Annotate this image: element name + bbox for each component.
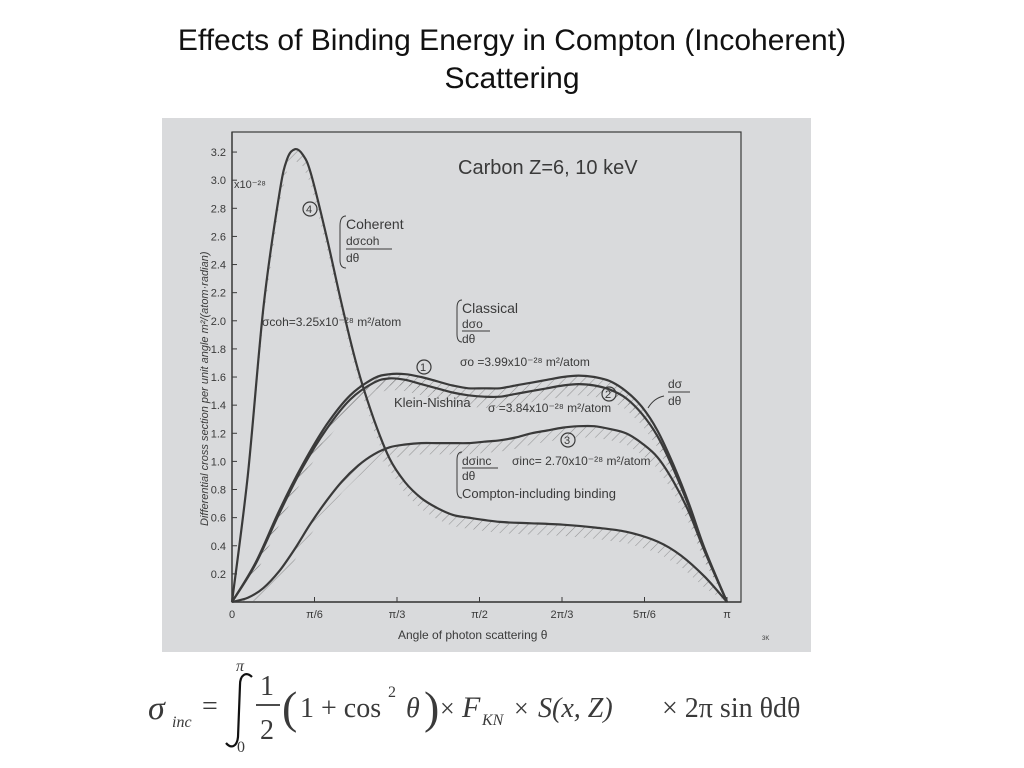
series-marker-2-label: 2 — [605, 389, 611, 401]
formula-equals: = — [202, 691, 218, 722]
classical-total: σo =3.99x10⁻²⁸ m²/atom — [460, 355, 590, 369]
formula-times-2: × — [514, 694, 529, 723]
y-scale-note: x10⁻²⁸ — [234, 179, 266, 191]
y-axis-label: Differential cross section per unit angl… — [199, 251, 211, 526]
side-deriv-num: dσ — [668, 377, 683, 391]
y-tick-label: 2.4 — [211, 260, 226, 272]
inc-deriv-den: dθ — [462, 469, 476, 483]
hatching-shading — [232, 149, 727, 602]
series-marker-1: 1 — [416, 359, 432, 375]
classical-deriv-num: dσo — [462, 317, 483, 331]
slide-title-line-1: Effects of Binding Energy in Compton (In… — [177, 24, 847, 57]
coherent-total: σcoh=3.25x10⁻²⁸ m²/atom — [262, 315, 401, 329]
x-tick-label: 2π/3 — [551, 609, 574, 621]
slide-title-line-2: Scattering — [444, 62, 580, 95]
coherent-label: Coherent — [346, 216, 404, 232]
x-axis-label: Angle of photon scattering θ — [398, 628, 548, 642]
classical-deriv-den: dθ — [462, 332, 476, 346]
side-deriv-den: dθ — [668, 394, 682, 408]
x-tick-label: 0 — [229, 609, 235, 621]
formula-frac-den: 2 — [260, 715, 274, 746]
y-tick-label: 3.2 — [211, 147, 226, 159]
coherent-deriv-num: dσcoh — [346, 234, 379, 248]
inc-total: σinc= 2.70x10⁻²⁸ m²/atom — [512, 454, 651, 468]
klein-nishina-total: σ =3.84x10⁻²⁸ m²/atom — [488, 401, 611, 415]
curve-klein-nishina — [231, 377, 729, 603]
slide-title: Effects of Binding Energy in Compton (In… — [0, 22, 1024, 98]
series-marker-3: 3 — [560, 432, 576, 448]
plot-frame — [231, 131, 742, 603]
series-marker-1-label: 1 — [420, 362, 426, 374]
x-tick-label: π — [723, 609, 731, 621]
y-tick-label: 2.2 — [211, 288, 226, 300]
coherent-annotation: Coherent dσcoh dθ σcoh=3.25x10⁻²⁸ m²/ato… — [262, 215, 404, 329]
corner-mark: 3K — [762, 636, 769, 642]
classical-label: Classical — [462, 300, 518, 316]
inc-label: Compton-including binding — [462, 486, 616, 501]
curve-compton-including-binding — [231, 424, 729, 604]
klein-nishina-label: Klein-Nishina — [394, 395, 471, 410]
x-tick-label: π/3 — [389, 609, 406, 621]
formula-upper-limit: π — [236, 658, 245, 675]
series-marker-2: 2 — [601, 386, 617, 402]
y-tick-label: 1.2 — [211, 428, 226, 440]
formula-cos-power: 2 — [388, 684, 396, 701]
y-tick-label: 1.8 — [211, 344, 226, 356]
side-derivative-annotation: dσ dθ — [647, 377, 690, 409]
formula-sigma: σ — [148, 690, 166, 727]
sigma-inc-formula: σ inc = π 0 1 2 ( 1 + cos 2 θ ) × F KN ×… — [148, 658, 800, 756]
series-marker-4: 4 — [302, 201, 318, 217]
hatch-band-4 — [232, 149, 727, 602]
formula-paren-close: ) — [424, 682, 439, 733]
y-tick-label: 2.8 — [211, 203, 226, 215]
formula-paren-open: ( — [282, 682, 297, 733]
x-tick-label: 5π/6 — [633, 609, 656, 621]
classical-annotation: Classical dσo dθ σo =3.99x10⁻²⁸ m²/atom — [456, 299, 590, 369]
incoherent-annotation: dσinc dθ σinc= 2.70x10⁻²⁸ m²/atom Compto… — [456, 451, 651, 501]
formula-tail: × 2π sin θdθ — [662, 693, 800, 724]
y-tick-label: 0.8 — [211, 485, 226, 497]
formula-f: F — [461, 691, 481, 724]
chart-title: Carbon Z=6, 10 keV — [458, 157, 638, 179]
formula-lower-limit: 0 — [237, 739, 245, 756]
formula-frac-num: 1 — [260, 671, 274, 702]
y-tick-label: 1.4 — [211, 400, 226, 412]
curve-coherent — [230, 147, 728, 603]
y-tick-label: 0.6 — [211, 513, 226, 525]
formula-f-subscript: KN — [481, 712, 505, 729]
y-tick-label: 1.6 — [211, 372, 226, 384]
figure-background — [162, 118, 811, 652]
series-marker-3-label: 3 — [564, 435, 570, 447]
y-tick-labels: 0.2 0.4 0.6 0.8 1.0 1.2 1.4 1.6 1.8 2.0 2.2 2.4 2.6 2… — [211, 147, 237, 581]
x-tick-label: π/6 — [306, 609, 323, 621]
cross-section-figure: 0.2 0.4 0.6 0.8 1.0 1.2 1.4 1.6 1.8 2.0 2.2 2.4 2.6 2… — [162, 118, 811, 652]
hatch-band-3 — [232, 425, 727, 602]
x-tick-labels: 0 π/6 π/3 π/2 2π/3 5π/6 π — [229, 597, 731, 621]
inc-deriv-num: dσinc — [462, 454, 491, 468]
x-tick-label: π/2 — [471, 609, 488, 621]
formula-one-plus-cos: 1 + cos — [300, 693, 381, 724]
formula-theta: θ — [406, 693, 420, 724]
y-tick-label: 2.0 — [211, 316, 226, 328]
y-tick-label: 3.0 — [211, 175, 226, 187]
y-tick-label: 0.2 — [211, 569, 226, 581]
formula-sigma-subscript: inc — [172, 714, 192, 731]
y-tick-label: 2.6 — [211, 231, 226, 243]
y-tick-label: 1.0 — [211, 456, 226, 468]
klein-nishina-annotation: Klein-Nishina σ =3.84x10⁻²⁸ m²/atom — [394, 395, 611, 415]
formula-s-function: S(x, Z) — [538, 693, 613, 724]
coherent-deriv-den: dθ — [346, 251, 360, 265]
curve-classical — [231, 372, 729, 603]
series-marker-4-label: 4 — [306, 204, 312, 216]
y-tick-label: 0.4 — [211, 541, 226, 553]
integral-sign — [225, 673, 253, 748]
curves — [230, 147, 729, 604]
formula-times-1: × — [440, 694, 455, 723]
